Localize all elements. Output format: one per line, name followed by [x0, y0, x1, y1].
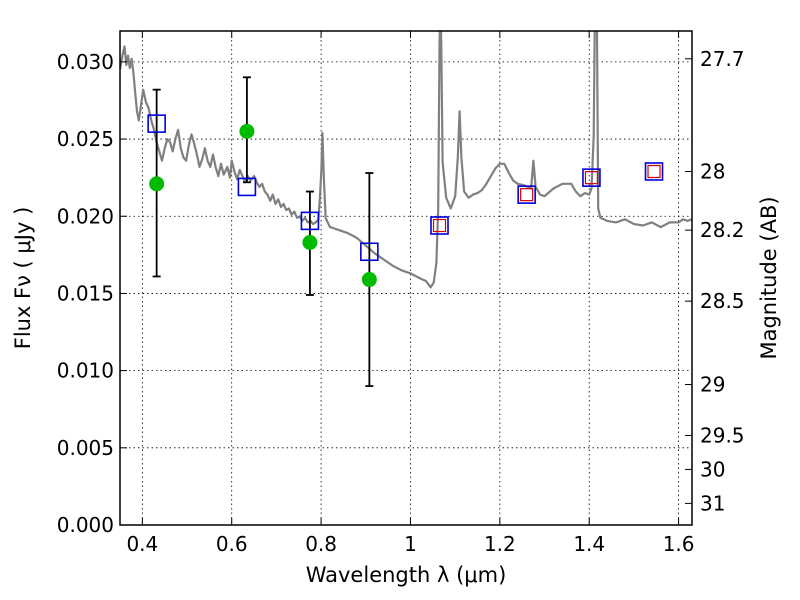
model-photometry-square [644, 162, 664, 181]
observed-photometry-square [584, 171, 599, 185]
x-tick-label: 1.4 [573, 532, 605, 556]
mag-tick-label: 29 [700, 373, 725, 397]
x-axis-label: Wavelength λ (μm) [306, 563, 507, 587]
observed-flux-point [239, 123, 255, 139]
model-spectrum-line [120, 31, 692, 289]
mag-tick-label: 28.5 [700, 289, 745, 313]
grid-lines [120, 31, 692, 526]
mag-tick-label: 29.5 [700, 423, 745, 447]
y-tick-label: 0.005 [57, 436, 114, 460]
y-tick-label: 0.030 [57, 50, 114, 74]
model-photometry-square [582, 168, 601, 187]
x-tick-label: 0.8 [305, 532, 337, 556]
model-photometry-square [360, 242, 379, 262]
x-tick-label: 0.4 [126, 532, 158, 556]
plot-frame [119, 30, 693, 526]
observed-flux-point [149, 176, 165, 192]
observed-flux-point [361, 272, 377, 288]
model-photometry-square [147, 114, 166, 133]
y-tick-label: 0.025 [57, 127, 114, 151]
model-photometry-square [237, 177, 257, 197]
x-tick-label: 0.6 [216, 532, 248, 556]
model-photometry-square [300, 211, 320, 231]
y-tick-label: 0.010 [57, 359, 114, 383]
y-axis-label: Flux Fν ( μJy ) [11, 207, 35, 350]
observed-flux-point [302, 234, 318, 250]
x-tick-label: 1.2 [484, 532, 516, 556]
plot-area [120, 31, 692, 387]
mag-tick-label: 30 [700, 457, 725, 481]
axis-ticks: 0.4 0.6 0.8 1 1.2 1.4 1.6 0.000 0.005 0.010 0.015 0… [57, 31, 745, 556]
mag-tick-label: 28.2 [700, 218, 745, 242]
observed-photometry-square [432, 218, 447, 233]
mag-tick-label: 28 [700, 159, 725, 183]
mag-tick-label: 27.7 [700, 47, 745, 71]
y-tick-label: 0.020 [57, 204, 114, 228]
model-photometry-square [517, 185, 536, 204]
y-tick-label: 0.015 [57, 281, 114, 305]
observed-photometry-square [647, 164, 661, 179]
model-photometry-square [430, 216, 449, 235]
observed-photometry-square [520, 188, 534, 202]
mag-tick-label: 31 [700, 491, 725, 515]
x-tick-label: 1 [404, 532, 417, 556]
y-tick-label: 0.000 [57, 513, 114, 537]
y2-axis-label: Magnitude (AB) [757, 196, 781, 359]
x-tick-label: 1.6 [663, 532, 695, 556]
